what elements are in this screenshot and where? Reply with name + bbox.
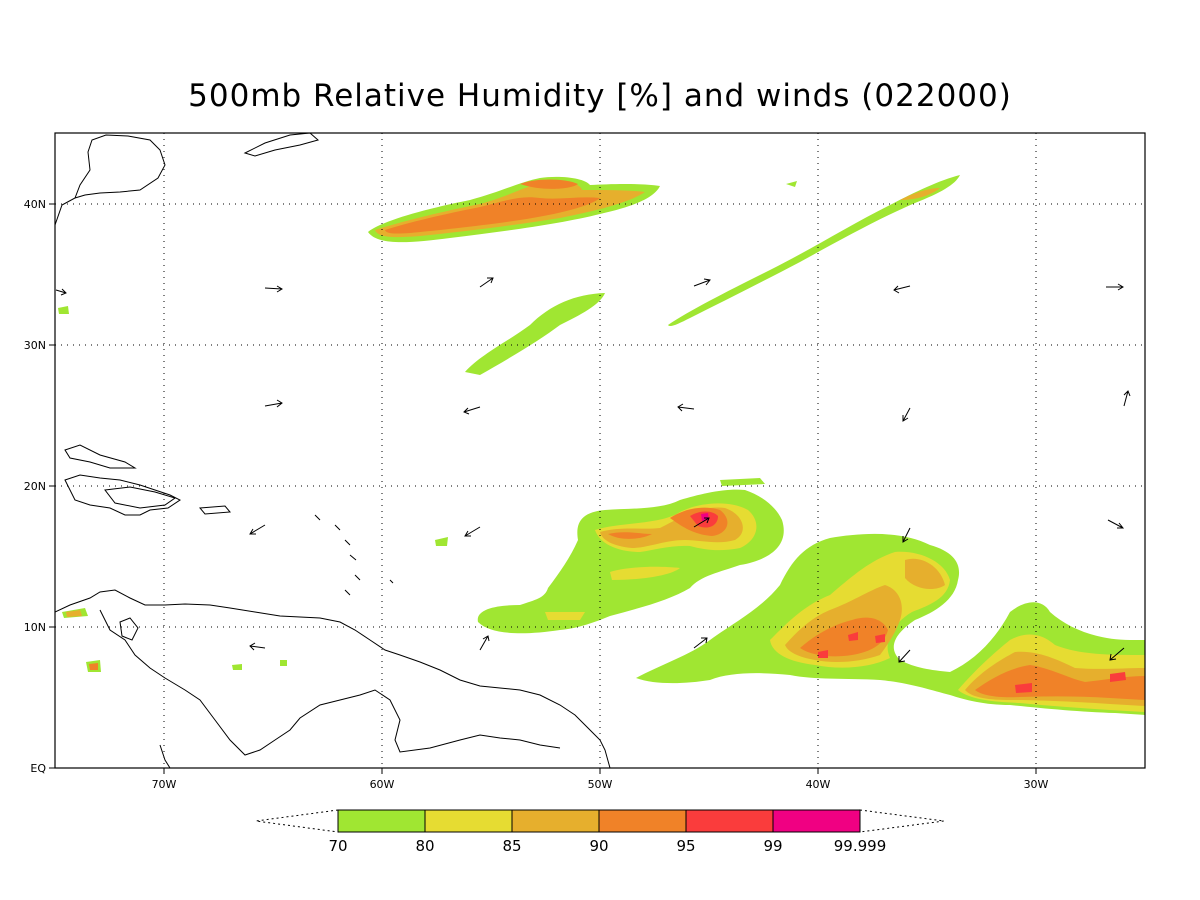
rh-region	[905, 558, 945, 590]
wind-arrow	[693, 517, 710, 528]
map-title: 500mb Relative Humidity [%] and winds (0…	[188, 78, 1012, 114]
wind-arrow	[898, 649, 911, 663]
wind-vectors	[55, 277, 1131, 663]
colorbar-label: 99.999	[834, 837, 887, 855]
wind-arrow	[902, 527, 911, 543]
rh-region	[385, 197, 600, 234]
rh-region	[232, 664, 242, 670]
coastlines	[55, 133, 611, 768]
rh-region	[875, 634, 885, 643]
wind-arrow	[893, 285, 911, 294]
lon-label: 70W	[152, 778, 177, 791]
colorbar-bin-70-80	[337, 809, 426, 833]
humidity-fields	[58, 175, 1145, 715]
rh-region	[668, 175, 960, 327]
colorbar-label: 95	[676, 837, 695, 855]
lat-label: EQ	[30, 762, 46, 775]
rh-region	[818, 650, 828, 658]
lon-label: 40W	[806, 778, 831, 791]
rh-region	[58, 306, 69, 314]
rh-region	[786, 181, 797, 187]
lat-label: 40N	[24, 198, 46, 211]
wind-arrow	[463, 406, 481, 415]
colorbar-label: 70	[328, 837, 347, 855]
colorbar-bin-95-99	[685, 809, 774, 833]
colorbar: 70 80 85 90 95 99 99.999	[255, 809, 945, 855]
colorbar-label: 85	[502, 837, 521, 855]
wind-arrow	[1106, 283, 1124, 291]
longitude-labels: 70W 60W 50W 40W 30W	[152, 778, 1049, 791]
lat-label: 30N	[24, 339, 46, 352]
wind-arrow	[902, 407, 911, 422]
rh-region	[848, 632, 858, 641]
rh-region	[1110, 672, 1126, 682]
rh-region	[610, 566, 680, 580]
rh-region	[608, 532, 652, 539]
hispaniola-coast	[104, 486, 177, 509]
colorbar-label: 90	[589, 837, 608, 855]
caribbean-islands	[64, 474, 181, 516]
rh-region	[1015, 683, 1032, 693]
wind-arrow	[693, 278, 711, 287]
lesser-antilles	[314, 514, 394, 596]
wind-arrow	[249, 524, 266, 535]
south-america-interior	[99, 609, 561, 756]
colorbar-under-triangle	[255, 809, 339, 833]
wind-arrow	[264, 399, 283, 408]
rh-region	[66, 610, 82, 617]
wind-arrow	[479, 277, 494, 288]
colombia-coast	[159, 744, 171, 768]
rh-region	[900, 188, 940, 200]
lon-label: 60W	[370, 778, 395, 791]
puerto-rico-coast	[198, 505, 232, 515]
colorbar-label: 80	[415, 837, 434, 855]
rh-region	[545, 612, 585, 620]
wind-arrow	[264, 285, 283, 293]
wind-arrow	[1109, 647, 1125, 661]
lon-label: 30W	[1024, 778, 1049, 791]
rh-region	[435, 537, 448, 546]
rh-region	[520, 179, 578, 189]
lon-label: 50W	[588, 778, 613, 791]
lat-label: 10N	[24, 621, 46, 634]
rh-region	[720, 478, 765, 486]
rh-region	[89, 663, 98, 670]
wind-arrow	[479, 635, 490, 651]
colorbar-bin-99-99999	[772, 809, 861, 833]
rh-region	[280, 660, 287, 666]
colorbar-bin-90-95	[598, 809, 687, 833]
wind-arrow	[1107, 519, 1125, 529]
cuba-coast	[64, 444, 137, 469]
lat-label: 20N	[24, 480, 46, 493]
colorbar-over-triangle	[859, 809, 945, 833]
wind-arrow	[1123, 390, 1131, 407]
wind-arrow	[249, 642, 266, 651]
wind-arrow	[677, 403, 695, 412]
nova-scotia-coast	[243, 133, 320, 157]
colorbar-bin-85-90	[511, 809, 600, 833]
rh-region	[465, 293, 605, 375]
south-america-coast	[55, 589, 611, 768]
wind-arrow	[55, 288, 67, 296]
wind-arrow	[464, 526, 481, 537]
latitude-labels: 40N 30N 20N 10N EQ	[24, 198, 47, 775]
wind-arrow	[693, 637, 708, 649]
north-america-coast	[55, 134, 166, 226]
colorbar-label: 99	[763, 837, 782, 855]
colorbar-bin-80-85	[424, 809, 513, 833]
lake-maracaibo	[119, 617, 139, 641]
